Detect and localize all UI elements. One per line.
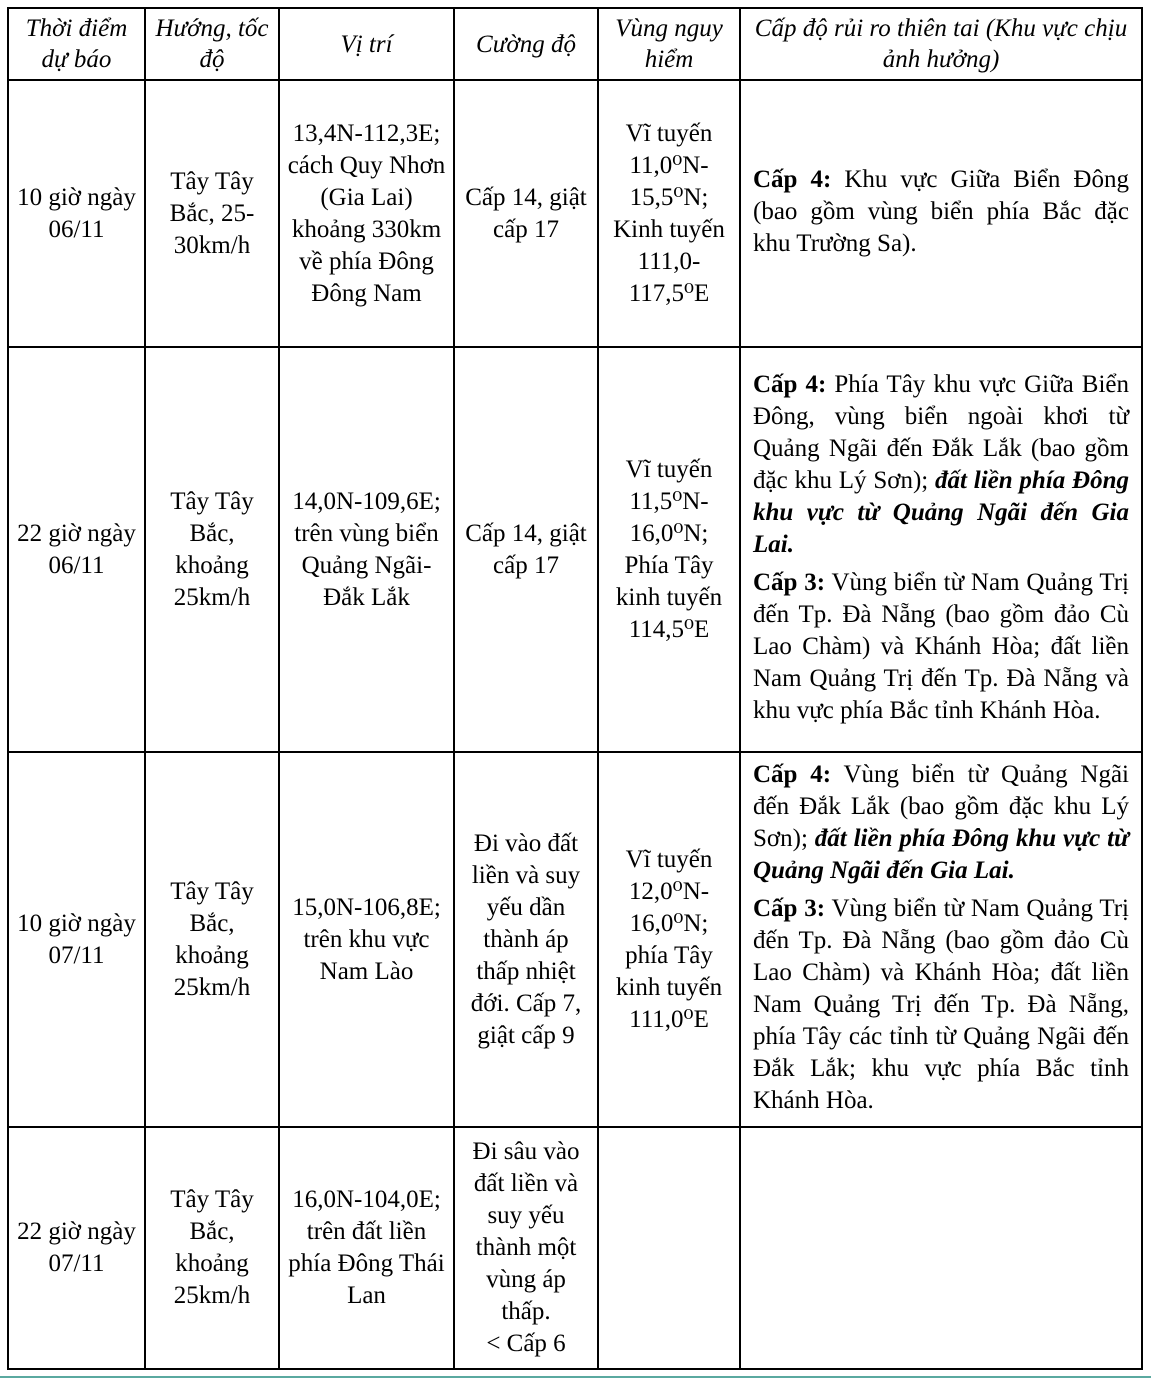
- header-cell: Cấp độ rủi ro thiên tai (Khu vực chịu ản…: [739, 7, 1143, 81]
- table-row: 10 giờ ngày 07/11 Tây Tây Bắc, khoảng 25k…: [7, 751, 1143, 1128]
- table-row: 22 giờ ngày 07/11 Tây Tây Bắc, khoảng 25k…: [7, 1126, 1143, 1370]
- risk-paragraph: Cấp 4: Phía Tây khu vực Giữa Biển Đông, …: [753, 369, 1129, 561]
- cell-text: 16,0N-104,0E; trên đất liền phía Đông Th…: [288, 1186, 445, 1309]
- cell-text: Vĩ tuyến 11,5⁰N-16,0⁰N; Phía Tây kinh tu…: [615, 455, 723, 643]
- header-cell: Cường độ: [453, 7, 599, 81]
- risk-paragraph: Cấp 4: Khu vực Giữa Biển Đông (bao gồm v…: [753, 164, 1129, 260]
- cell-text: Vĩ tuyến 11,0⁰N-15,5⁰N; Kinh tuyến 111,0…: [613, 119, 725, 307]
- cell-text: 13,4N-112,3E; cách Quy Nhơn (Gia Lai) kh…: [287, 119, 446, 307]
- header-cell: Thời điểm dự báo: [7, 7, 146, 81]
- cell-text: 10 giờ ngày 07/11: [17, 909, 136, 969]
- cell: 10 giờ ngày 06/11: [7, 79, 146, 348]
- cell-text: 22 giờ ngày 06/11: [17, 519, 136, 579]
- cell-text: 15,0N-106,8E; trên khu vực Nam Lào: [292, 893, 441, 985]
- header-cell: Vùng nguy hiểm: [597, 7, 741, 81]
- risk-text: Phía Tây khu vực Giữa Biển Đông, vùng bi…: [753, 370, 1129, 494]
- cell-text: Tây Tây Bắc, khoảng 25km/h: [170, 877, 254, 1001]
- cell: Vĩ tuyến 11,0⁰N-15,5⁰N; Kinh tuyến 111,0…: [597, 79, 741, 348]
- cell: Cấp 14, giật cấp 17: [453, 346, 599, 753]
- risk-cell: Cấp 4: Vùng biển từ Quảng Ngãi đến Đắk L…: [739, 751, 1143, 1128]
- risk-level: Cấp 4:: [753, 165, 832, 193]
- risk-paragraph: Cấp 3: Vùng biển từ Nam Quảng Trị đến Tp…: [753, 893, 1129, 1117]
- cell-text: Tây Tây Bắc, 25-30km/h: [169, 167, 255, 259]
- header-cell: Vị trí: [278, 7, 455, 81]
- header-row: Thời điểm dự báo Hướng, tốc độ Vị trí Cường…: [7, 7, 1143, 81]
- risk-text: Khu vực Giữa Biển Đông (bao gồm vùng biể…: [753, 165, 1129, 257]
- risk-cell: Cấp 4: Phía Tây khu vực Giữa Biển Đông, …: [739, 346, 1143, 753]
- cell-text: Tây Tây Bắc, khoảng 25km/h: [170, 1186, 254, 1309]
- cell: Đi sâu vào đất liền và suy yếu thành một…: [453, 1126, 599, 1370]
- table-row: 22 giờ ngày 06/11 Tây Tây Bắc, khoảng 25k…: [7, 346, 1143, 753]
- risk-text: Vùng biển từ Nam Quảng Trị đến Tp. Đà Nẵ…: [753, 568, 1129, 724]
- risk-emphasis: đất liền phía Đông khu vực từ Quảng Ngãi…: [753, 466, 1130, 558]
- cell: Tây Tây Bắc, khoảng 25km/h: [144, 346, 280, 753]
- cell: Vĩ tuyến 12,0⁰N-16,0⁰N; phía Tây kinh tu…: [597, 751, 741, 1128]
- risk-text: Vùng biển từ Nam Quảng Trị đến Tp. Đà Nẵ…: [753, 894, 1129, 1114]
- cell: 10 giờ ngày 07/11: [7, 751, 146, 1128]
- risk-paragraph: Cấp 4: Vùng biển từ Quảng Ngãi đến Đắk L…: [753, 759, 1129, 887]
- cell: [597, 1126, 741, 1370]
- cell: 16,0N-104,0E; trên đất liền phía Đông Th…: [278, 1126, 455, 1370]
- table-row: 10 giờ ngày 06/11 Tây Tây Bắc, 25-30km/h 1…: [7, 79, 1143, 348]
- forecast-table: Thời điểm dự báo Hướng, tốc độ Vị trí Cường…: [7, 7, 1143, 1370]
- cell-text: Tây Tây Bắc, khoảng 25km/h: [170, 487, 254, 611]
- risk-cell: [739, 1126, 1143, 1370]
- cell: 22 giờ ngày 07/11: [7, 1126, 146, 1370]
- cell-line: < Cấp 6: [486, 1330, 566, 1357]
- risk-level: Cấp 3:: [753, 568, 826, 596]
- cell: Vĩ tuyến 11,5⁰N-16,0⁰N; Phía Tây kinh tu…: [597, 346, 741, 753]
- cell-text: 14,0N-109,6E; trên vùng biển Quảng Ngãi-…: [292, 487, 441, 611]
- cell-text: 10 giờ ngày 06/11: [17, 183, 136, 243]
- risk-level: Cấp 3:: [753, 894, 826, 922]
- cell-line: Cấp 14, giật cấp 17: [465, 519, 587, 579]
- risk-cell: Cấp 4: Khu vực Giữa Biển Đông (bao gồm v…: [739, 79, 1143, 348]
- cell: Tây Tây Bắc, khoảng 25km/h: [144, 1126, 280, 1370]
- cell: 13,4N-112,3E; cách Quy Nhơn (Gia Lai) kh…: [278, 79, 455, 348]
- cell: Tây Tây Bắc, khoảng 25km/h: [144, 751, 280, 1128]
- cell: 14,0N-109,6E; trên vùng biển Quảng Ngãi-…: [278, 346, 455, 753]
- risk-text: Vùng biển từ Quảng Ngãi đến Đắk Lắk (bao…: [753, 760, 1129, 852]
- cell: Đi vào đất liền và suy yếu dần thành áp …: [453, 751, 599, 1128]
- cell: Cấp 14, giật cấp 17: [453, 79, 599, 348]
- risk-level: Cấp 4:: [753, 370, 827, 398]
- cell-line: Đi vào đất liền và suy yếu dần thành áp …: [470, 829, 582, 1049]
- risk-emphasis: đất liền phía Đông khu vực từ Quảng Ngãi…: [753, 824, 1130, 884]
- header-cell: Hướng, tốc độ: [144, 7, 280, 81]
- table-body: 10 giờ ngày 06/11 Tây Tây Bắc, 25-30km/h 1…: [7, 79, 1143, 1370]
- cell-line: Đi sâu vào đất liền và suy yếu thành một…: [472, 1138, 580, 1325]
- cell: 15,0N-106,8E; trên khu vực Nam Lào: [278, 751, 455, 1128]
- cell: Tây Tây Bắc, 25-30km/h: [144, 79, 280, 348]
- risk-level: Cấp 4:: [753, 760, 832, 788]
- cell-line: Cấp 14, giật cấp 17: [465, 183, 587, 243]
- cell-text: 22 giờ ngày 07/11: [17, 1218, 136, 1277]
- cell-text: Vĩ tuyến 12,0⁰N-16,0⁰N; phía Tây kinh tu…: [615, 845, 723, 1033]
- cell: 22 giờ ngày 06/11: [7, 346, 146, 753]
- risk-paragraph: Cấp 3: Vùng biển từ Nam Quảng Trị đến Tp…: [753, 567, 1129, 727]
- footer-rule: [0, 1376, 1151, 1378]
